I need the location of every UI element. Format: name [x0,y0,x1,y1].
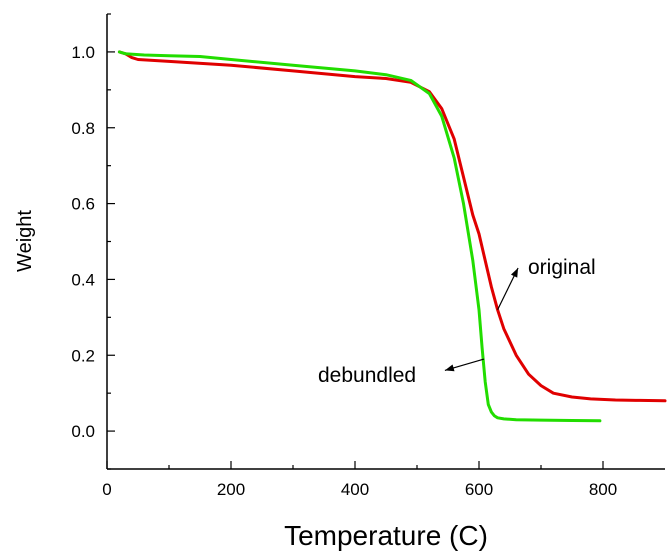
ticks [106,13,604,470]
x-tick-label: 200 [217,480,245,499]
y-tick-label: 0.0 [71,422,95,441]
x-axis-title: Temperature (C) [284,520,488,551]
x-tick-label: 600 [465,480,493,499]
y-tick-label: 0.8 [71,119,95,138]
original-arrowhead [510,268,519,278]
y-axis-title: Weight [14,210,36,272]
annotations: original debundled [318,256,596,387]
original-series-line [117,50,667,403]
y-tick-label: 1.0 [71,43,95,62]
y-tick-label: 0.4 [71,270,95,289]
debundled-arrowhead [444,364,455,372]
x-tick-label: 400 [341,480,369,499]
y-tick-label: 0.2 [71,346,95,365]
debundled-label: debundled [318,364,416,387]
tick-labels: 0 200 400 600 800 0.0 0.2 0.4 0.6 0.8 1.0 [71,43,617,499]
axes [106,14,665,470]
original-label: original [528,256,596,279]
y-tick-label: 0.6 [71,195,95,214]
x-tick-label: 800 [589,480,617,499]
series-layer [117,50,667,423]
debundled-series-line [117,50,602,423]
x-tick-label: 0 [102,480,111,499]
